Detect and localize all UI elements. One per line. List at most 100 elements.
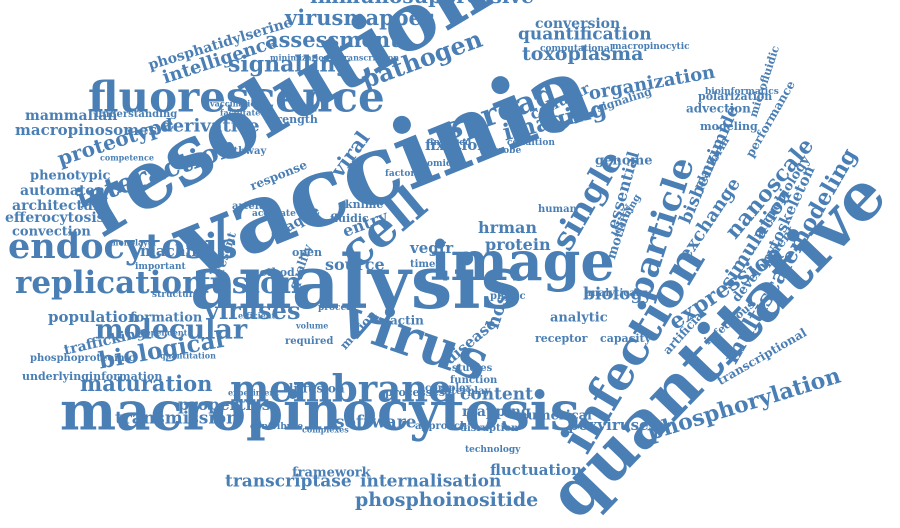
word-phenotypic: phenotypic xyxy=(30,168,111,184)
word-efferocytosis: efferocytosis xyxy=(5,209,105,226)
word-factor: factor xyxy=(385,168,416,179)
word-microbe: microbe xyxy=(480,145,522,156)
word-phosphoproteomic: phosphoproteomic xyxy=(30,353,135,364)
word-bioinformatics: bioinformatics xyxy=(705,86,779,97)
word-infected: infected xyxy=(430,137,472,148)
word-contribute: contribute xyxy=(250,421,304,432)
word-atomic: atomic xyxy=(417,158,452,169)
word-internalisation: internalisation xyxy=(360,471,502,492)
word-signalling: signalling xyxy=(228,51,351,78)
word-processes: processes xyxy=(385,386,446,400)
word-actin: actin xyxy=(390,313,424,328)
word-process: process xyxy=(318,302,357,313)
word-efficient: efficient xyxy=(238,310,276,321)
word-minimization: minimization xyxy=(270,52,330,63)
word-knime: knime xyxy=(345,198,384,212)
word-phosphoinositide: phosphoinositide xyxy=(355,488,539,511)
word-membrane: membrane xyxy=(230,366,452,411)
word-method: method xyxy=(248,266,295,280)
word-understanding: understanding xyxy=(95,109,178,120)
word-dependent: dependent xyxy=(140,327,188,338)
word-properties: properties xyxy=(178,395,271,415)
word-human: human xyxy=(538,204,577,215)
word-mammalian: mammalian xyxy=(25,107,118,124)
word-analytic: analytic xyxy=(550,310,608,326)
word-volume: volume xyxy=(296,320,329,331)
word-physic: physic xyxy=(490,291,526,302)
word-studies: studies xyxy=(452,363,493,374)
word-replication: replication xyxy=(15,265,205,302)
word-derivative: derivative xyxy=(160,115,260,137)
word-virusmapper: virusmapper xyxy=(285,5,433,31)
word-genome: genome xyxy=(595,153,653,169)
word-quantitation: quantitation xyxy=(160,350,216,361)
word-polarization: polarization xyxy=(698,90,773,104)
word-source: source xyxy=(325,255,385,275)
word-technology: technology xyxy=(465,444,521,455)
word-pathway: pathway xyxy=(220,146,267,157)
word-artefact: artefact xyxy=(232,201,277,212)
word-structural: structural xyxy=(152,289,203,300)
word-image: image xyxy=(430,228,615,293)
word-assessment: assessment xyxy=(265,27,400,53)
word-accurate: accurate xyxy=(252,208,296,219)
word-vegfr: vegfr xyxy=(410,239,454,257)
word-computational: computational xyxy=(540,43,614,54)
word-automaton: automaton xyxy=(20,182,105,199)
word-time: time xyxy=(410,259,436,270)
word-complex: complex xyxy=(425,383,472,394)
word-analytical: analytical xyxy=(585,288,640,299)
word-facilitated: facilitated xyxy=(220,107,266,118)
word-competence: competence xyxy=(100,152,154,163)
word-convection: convection xyxy=(12,224,91,240)
word-capacity: capacity xyxy=(600,332,651,346)
word-machine: machine xyxy=(140,242,212,260)
word-macropinosomes: macropinosomes xyxy=(15,121,158,139)
word-transcription: transcription xyxy=(340,52,400,63)
word-fluidic: fluidic xyxy=(330,212,369,226)
word-condition: condition xyxy=(507,137,555,148)
word-vaccination: vaccination xyxy=(210,98,262,109)
word-strength: strength xyxy=(265,113,318,127)
word-important: important xyxy=(135,261,186,272)
word-viruses: viruses xyxy=(205,295,301,325)
word-population: population xyxy=(48,308,139,326)
word-maturation: maturation xyxy=(80,371,213,397)
word-transcriptase: transcriptase xyxy=(225,471,352,492)
word-disruption: disruption xyxy=(460,423,519,434)
word-biology: biology xyxy=(583,284,653,305)
word-modeling: modeling xyxy=(700,120,758,134)
word-poxviruses: poxviruses xyxy=(568,416,658,434)
word-fusion: fusion xyxy=(197,266,302,301)
word-macropinocytic: macropinocytic xyxy=(612,41,690,52)
word-conversion: conversion xyxy=(535,15,621,32)
word-experiment: experiment xyxy=(228,387,279,398)
word-framework: framework xyxy=(292,465,371,481)
word-numerical: numerical xyxy=(518,408,592,424)
word-content: content xyxy=(460,384,533,405)
word-protein: protein xyxy=(485,235,551,255)
word-toxoplasma: toxoplasma xyxy=(522,42,644,65)
word-advection: advection xyxy=(686,101,751,116)
word-macropinocytosis: macropinocytosis xyxy=(60,380,580,443)
word-formation: formation xyxy=(130,310,203,326)
word-fluctuation: fluctuation xyxy=(490,461,583,479)
word-fluorescence: fluorescence xyxy=(88,72,385,122)
word-fixation: fixation xyxy=(425,136,489,154)
word-underlyinginformation: underlyinginformation xyxy=(22,370,163,384)
word-open: open xyxy=(292,246,323,260)
word-endocytosis: endocytosis xyxy=(8,226,238,267)
word-function: function xyxy=(450,375,498,386)
word-complexes: complexes xyxy=(302,424,349,435)
word-monolayer: monolayer xyxy=(110,237,158,248)
word-interplay: interplay xyxy=(440,386,491,397)
word-molecular: molecular xyxy=(95,314,248,346)
word-software: software xyxy=(335,412,417,433)
word-transmission: transmission xyxy=(115,408,239,429)
word-quantification: quantification xyxy=(518,24,652,45)
word-analysis: analysis xyxy=(190,239,523,326)
word-receptor: receptor xyxy=(535,332,588,346)
word-immunosuppressive: immunosuppressive xyxy=(310,0,534,6)
word-mapping: mapping xyxy=(462,403,531,420)
